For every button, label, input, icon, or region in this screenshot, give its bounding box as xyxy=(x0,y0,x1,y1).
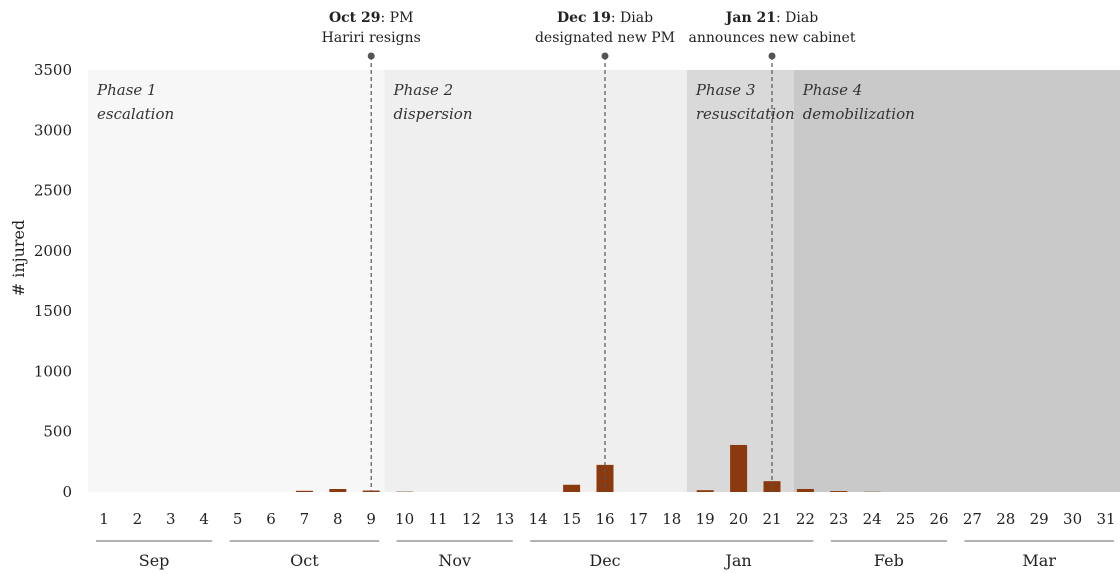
x-tick-label-24: 24 xyxy=(863,510,882,528)
y-tick-label-3000: 3000 xyxy=(34,121,72,139)
x-tick-label-29: 29 xyxy=(1030,510,1049,528)
annotation-event-2: : Diab xyxy=(611,10,653,26)
x-tick-label-5: 5 xyxy=(233,510,243,528)
x-tick-label-28: 28 xyxy=(996,510,1015,528)
phase-band-2 xyxy=(384,70,687,492)
phase-band-4 xyxy=(793,70,1120,492)
x-tick-label-4: 4 xyxy=(199,510,209,528)
bar-20 xyxy=(730,444,748,492)
x-tick-label-1: 1 xyxy=(99,510,109,528)
phase-title-4: Phase 4 xyxy=(802,81,863,99)
phase-subtitle-3: resuscitation xyxy=(696,105,795,123)
annotation-detail-3: announces new cabinet xyxy=(689,30,856,46)
annotation-dot-3 xyxy=(768,52,776,60)
x-tick-label-8: 8 xyxy=(333,510,343,528)
bar-22 xyxy=(796,488,814,492)
x-tick-label-17: 17 xyxy=(629,510,648,528)
annotation-detail-2: designated new PM xyxy=(535,30,675,46)
annotation-dot-1 xyxy=(367,52,375,60)
month-label-dec: Dec xyxy=(589,551,620,570)
x-tick-label-12: 12 xyxy=(462,510,481,528)
annotation-event-1: : PM xyxy=(381,10,414,26)
x-tick-label-26: 26 xyxy=(929,510,948,528)
annotation-title-3: Jan 21: Diab xyxy=(724,10,818,26)
x-axis: 1 2 3 4 5 6 7 8 9 10 11 12 13 14 15 16 17 18 19 20 21 22 23 24 2… xyxy=(99,510,1115,528)
phase-title-1: Phase 1 xyxy=(96,81,157,99)
x-tick-label-31: 31 xyxy=(1096,510,1115,528)
month-labels: Sep Oct Nov Dec Jan Feb Mar xyxy=(96,540,1114,570)
phase-band-3 xyxy=(686,70,794,492)
bar-23 xyxy=(830,491,848,492)
month-label-mar: Mar xyxy=(1022,551,1056,570)
y-tick-label-3500: 3500 xyxy=(34,61,72,79)
x-tick-label-7: 7 xyxy=(300,510,310,528)
x-tick-label-22: 22 xyxy=(796,510,815,528)
bar-19 xyxy=(696,490,714,492)
annotation-event-3: : Diab xyxy=(776,10,818,26)
x-tick-label-9: 9 xyxy=(366,510,376,528)
bar-7 xyxy=(295,490,313,492)
annotation-title-2: Dec 19: Diab xyxy=(557,10,653,26)
x-tick-label-15: 15 xyxy=(562,510,581,528)
x-tick-label-6: 6 xyxy=(266,510,276,528)
month-label-jan: Jan xyxy=(723,551,751,570)
phase-subtitle-2: dispersion xyxy=(394,105,473,123)
x-tick-label-3: 3 xyxy=(166,510,176,528)
month-label-oct: Oct xyxy=(290,551,319,570)
x-tick-label-30: 30 xyxy=(1063,510,1082,528)
x-tick-label-27: 27 xyxy=(963,510,982,528)
y-tick-label-2000: 2000 xyxy=(34,242,72,260)
annotation-title-1: Oct 29: PM xyxy=(329,10,413,26)
y-tick-label-500: 500 xyxy=(43,423,72,441)
phase-backgrounds: Phase 1 escalation Phase 2 dispersion Phase … xyxy=(88,70,1120,492)
phase-band-1 xyxy=(88,70,385,492)
x-tick-label-16: 16 xyxy=(595,510,614,528)
x-tick-label-2: 2 xyxy=(133,510,143,528)
month-label-feb: Feb xyxy=(874,551,904,570)
bar-8 xyxy=(329,488,347,492)
annotation-dot-2 xyxy=(601,52,609,60)
x-tick-label-11: 11 xyxy=(428,510,447,528)
y-axis: 0 500 1000 1500 2000 2500 3000 3500 xyxy=(34,61,72,501)
x-tick-label-19: 19 xyxy=(696,510,715,528)
month-label-nov: Nov xyxy=(438,551,471,570)
annotation-date-1: Oct 29 xyxy=(329,10,381,26)
x-tick-label-14: 14 xyxy=(529,510,548,528)
annotation-date-2: Dec 19 xyxy=(557,10,611,26)
annotation-date-3: Jan 21 xyxy=(724,10,776,26)
x-tick-label-21: 21 xyxy=(762,510,781,528)
annotation-detail-1: Hariri resigns xyxy=(322,30,421,46)
y-tick-label-0: 0 xyxy=(62,483,72,501)
x-tick-label-18: 18 xyxy=(662,510,681,528)
phase-title-3: Phase 3 xyxy=(695,81,756,99)
phase-subtitle-1: escalation xyxy=(97,105,174,123)
x-tick-label-23: 23 xyxy=(829,510,848,528)
y-axis-label: # injured xyxy=(9,220,28,297)
bar-15 xyxy=(563,484,581,492)
y-tick-label-1500: 1500 xyxy=(34,302,72,320)
month-label-sep: Sep xyxy=(139,551,170,570)
x-tick-label-13: 13 xyxy=(495,510,514,528)
y-tick-label-2500: 2500 xyxy=(34,182,72,200)
y-tick-label-1000: 1000 xyxy=(34,362,72,380)
x-tick-label-10: 10 xyxy=(395,510,414,528)
phase-subtitle-4: demobilization xyxy=(803,105,915,123)
x-tick-label-25: 25 xyxy=(896,510,915,528)
phase-title-2: Phase 2 xyxy=(393,81,454,99)
x-tick-label-20: 20 xyxy=(729,510,748,528)
